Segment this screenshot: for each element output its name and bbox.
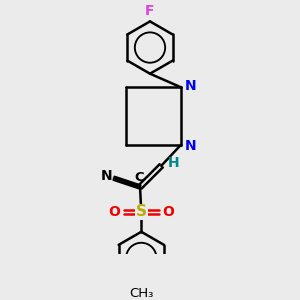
Text: S: S bbox=[136, 204, 147, 219]
Text: O: O bbox=[108, 205, 120, 219]
Text: F: F bbox=[145, 4, 155, 18]
Text: C: C bbox=[134, 171, 144, 184]
Text: O: O bbox=[162, 205, 174, 219]
Text: N: N bbox=[100, 169, 112, 183]
Text: H: H bbox=[167, 156, 179, 170]
Text: N: N bbox=[185, 79, 197, 93]
Text: N: N bbox=[185, 139, 197, 153]
Text: CH₃: CH₃ bbox=[129, 286, 154, 300]
